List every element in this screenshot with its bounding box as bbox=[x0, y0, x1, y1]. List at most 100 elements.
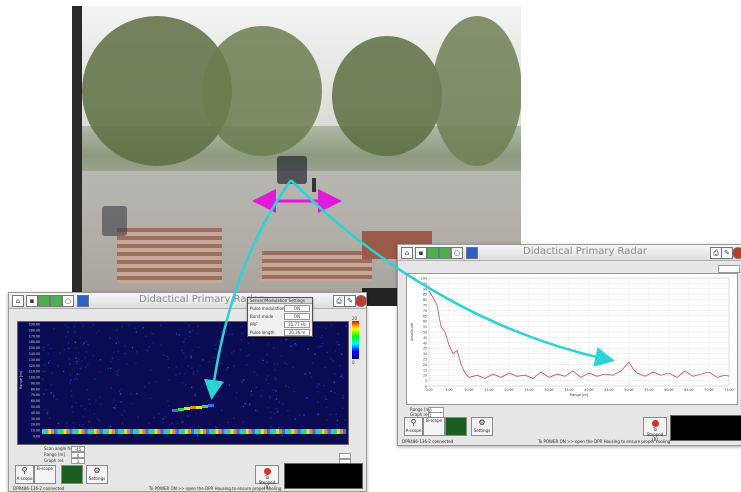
noise-speckle bbox=[198, 346, 200, 348]
toggle-icon[interactable]: ○ bbox=[451, 247, 463, 259]
green-icon[interactable] bbox=[50, 295, 62, 307]
print-icon[interactable]: ⎙ bbox=[710, 247, 722, 259]
y-axis-label: Amplitude bbox=[410, 323, 414, 341]
b-scope-button[interactable]: B-scope bbox=[34, 465, 56, 484]
noise-speckle bbox=[83, 342, 85, 344]
settings-button[interactable]: ⚙ Settings bbox=[86, 465, 108, 484]
colorbar-bottom-label: 0 bbox=[352, 360, 355, 365]
noise-speckle bbox=[153, 417, 155, 419]
window-title: Didactical Primary Radar bbox=[523, 246, 647, 257]
ppi-button[interactable] bbox=[61, 465, 83, 484]
ppi-button[interactable] bbox=[445, 417, 467, 436]
a-scope-button[interactable]: ⚲ A-scope bbox=[15, 465, 34, 484]
window-frame bbox=[72, 6, 82, 306]
stop-button[interactable]: To Stopped (R) bbox=[643, 417, 667, 442]
noise-speckle bbox=[252, 339, 254, 341]
noise-speckle bbox=[135, 331, 137, 333]
control-input[interactable]: -45 bbox=[71, 446, 85, 452]
noise-speckle bbox=[56, 398, 58, 401]
settings-row-value[interactable]: ON bbox=[284, 313, 310, 320]
noise-speckle bbox=[196, 434, 199, 436]
clutter-cell bbox=[157, 429, 161, 434]
noise-speckle bbox=[301, 425, 304, 428]
noise-speckle bbox=[233, 365, 235, 367]
clutter-cell bbox=[312, 429, 316, 434]
noise-speckle bbox=[330, 390, 332, 392]
noise-speckle bbox=[167, 359, 169, 361]
noise-speckle bbox=[336, 427, 338, 430]
y-tick-label: 180.00 bbox=[29, 328, 40, 332]
noise-speckle bbox=[87, 364, 89, 366]
target-echo bbox=[208, 404, 214, 407]
monitor-icon[interactable]: ▪ bbox=[26, 295, 38, 307]
noise-speckle bbox=[227, 421, 229, 423]
stop-button[interactable]: To Stopped (R) bbox=[255, 465, 279, 490]
noise-speckle bbox=[212, 357, 214, 359]
screenshot-icon[interactable] bbox=[466, 247, 478, 259]
noise-speckle bbox=[312, 362, 314, 364]
settings-row-value[interactable]: 10.77 Hz bbox=[284, 321, 310, 328]
clutter-cell bbox=[84, 429, 88, 434]
noise-speckle bbox=[69, 363, 71, 365]
noise-speckle bbox=[113, 399, 115, 401]
noise-speckle bbox=[48, 362, 50, 364]
control-input[interactable]: 0 bbox=[71, 452, 85, 458]
stop-icon[interactable] bbox=[355, 295, 367, 307]
noise-speckle bbox=[184, 373, 186, 375]
a-scope-button[interactable]: ⚲ A-scope bbox=[404, 417, 423, 436]
noise-speckle bbox=[128, 324, 130, 326]
settings-button[interactable]: ⚙ Settings bbox=[471, 417, 493, 436]
control-input[interactable]: 1 bbox=[71, 458, 85, 464]
noise-speckle bbox=[317, 413, 319, 415]
noise-speckle bbox=[281, 426, 283, 428]
y-tick-label: 50 bbox=[423, 331, 427, 335]
noise-speckle bbox=[42, 378, 44, 380]
noise-speckle bbox=[171, 422, 173, 424]
noise-speckle bbox=[53, 328, 55, 330]
noise-speckle bbox=[344, 419, 346, 421]
option-control[interactable] bbox=[339, 453, 351, 459]
settings-row-value[interactable]: 20.36 m bbox=[284, 329, 310, 336]
noise-speckle bbox=[276, 408, 278, 410]
noise-speckle bbox=[191, 386, 193, 389]
green-icon[interactable] bbox=[427, 247, 439, 259]
noise-speckle bbox=[267, 383, 270, 385]
clutter-cell bbox=[218, 429, 222, 434]
noise-speckle bbox=[325, 398, 327, 400]
noise-speckle bbox=[98, 330, 100, 332]
noise-speckle bbox=[248, 404, 250, 407]
noise-speckle bbox=[88, 420, 90, 423]
noise-speckle bbox=[330, 358, 332, 360]
green-icon[interactable] bbox=[38, 295, 50, 307]
clutter-cell bbox=[90, 429, 94, 434]
noise-speckle bbox=[75, 347, 77, 349]
noise-speckle bbox=[121, 326, 123, 328]
noise-speckle bbox=[288, 386, 290, 389]
noise-speckle bbox=[318, 346, 320, 348]
stop-icon[interactable] bbox=[732, 247, 741, 259]
noise-speckle bbox=[43, 393, 45, 395]
noise-speckle bbox=[48, 434, 50, 436]
home-icon[interactable]: ⌂ bbox=[401, 247, 413, 259]
y-tick-label: 120.00 bbox=[29, 364, 40, 368]
toggle-icon[interactable]: ○ bbox=[62, 295, 74, 307]
b-scope-button[interactable]: B-scope bbox=[423, 417, 445, 436]
monitor-icon[interactable]: ▪ bbox=[415, 247, 427, 259]
noise-speckle bbox=[110, 361, 112, 363]
green-icon[interactable] bbox=[439, 247, 451, 259]
noise-speckle bbox=[135, 351, 138, 353]
screenshot-icon[interactable] bbox=[77, 295, 89, 307]
clutter-cell bbox=[282, 429, 286, 434]
settings-row-value[interactable]: ON bbox=[284, 305, 310, 312]
noise-speckle bbox=[256, 433, 258, 435]
home-icon[interactable]: ⌂ bbox=[12, 295, 24, 307]
clutter-cell bbox=[178, 429, 182, 434]
noise-speckle bbox=[275, 398, 278, 400]
range-control[interactable] bbox=[718, 265, 740, 273]
b-scope-window: ⌂ ▪ ○ Didactical Primary Radar ⎙ ✎ 190.0… bbox=[8, 292, 367, 492]
noise-speckle bbox=[274, 363, 276, 365]
noise-speckle bbox=[179, 373, 181, 375]
noise-speckle bbox=[70, 379, 72, 381]
noise-speckle bbox=[176, 334, 178, 336]
noise-speckle bbox=[215, 356, 217, 358]
